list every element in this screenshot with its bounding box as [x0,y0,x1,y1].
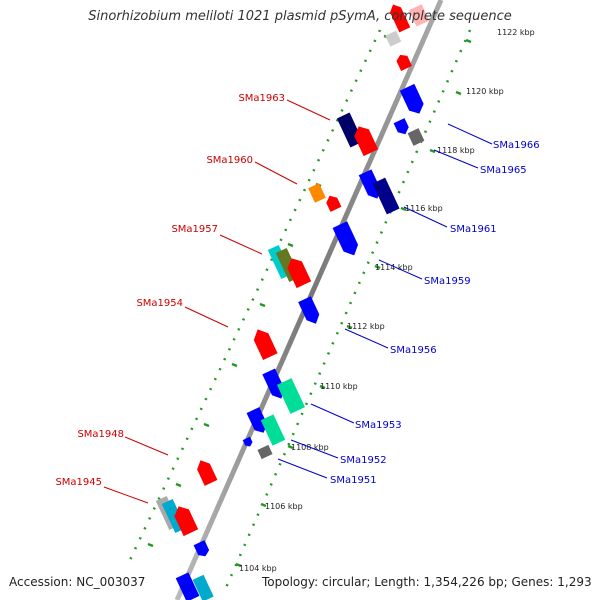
scale-label: 1110 kbp [320,382,358,391]
forward-gene-label: SMa1945 [55,477,102,488]
accession-text: Accession: NC_003037 [9,575,146,589]
scale-label: 1114 kbp [375,263,413,272]
reverse-gene-label: SMa1965 [480,165,527,176]
scale-label: 1118 kbp [437,146,475,155]
forward-gene-features [155,4,430,537]
reverse-gene-label: SMa1961 [450,224,497,235]
map-title: Sinorhizobium meliloti 1021 plasmid pSym… [88,9,512,24]
reverse-gene-label: SMa1956 [390,345,437,356]
reverse-gene-features [175,83,425,600]
reverse-gene-label: SMa1966 [493,140,540,151]
scale-label: 1112 kbp [347,322,385,331]
reverse-gene-label: SMa1951 [330,475,377,486]
scale-label: 1104 kbp [239,564,277,573]
forward-gene-label: SMa1954 [136,298,183,309]
reverse-gene-label: SMa1959 [424,276,471,287]
reverse-leaders [277,123,493,479]
inner-major-ticks [235,38,472,568]
forward-gene-label: SMa1957 [171,224,218,235]
forward-gene-label: SMa1963 [238,93,285,104]
reverse-gene-label: SMa1953 [355,420,402,431]
forward-gene-label: SMa1948 [77,429,124,440]
scale-label: 1106 kbp [265,502,303,511]
scale-label: 1120 kbp [466,87,504,96]
outer-major-ticks [147,34,389,548]
topology-text: Topology: circular; Length: 1,354,226 bp… [262,575,592,589]
forward-leaders [103,99,331,504]
scale-label: 1122 kbp [497,28,535,37]
forward-gene-label: SMa1960 [206,155,253,166]
reverse-gene-label: SMa1952 [340,455,387,466]
scale-label: 1116 kbp [405,204,443,213]
